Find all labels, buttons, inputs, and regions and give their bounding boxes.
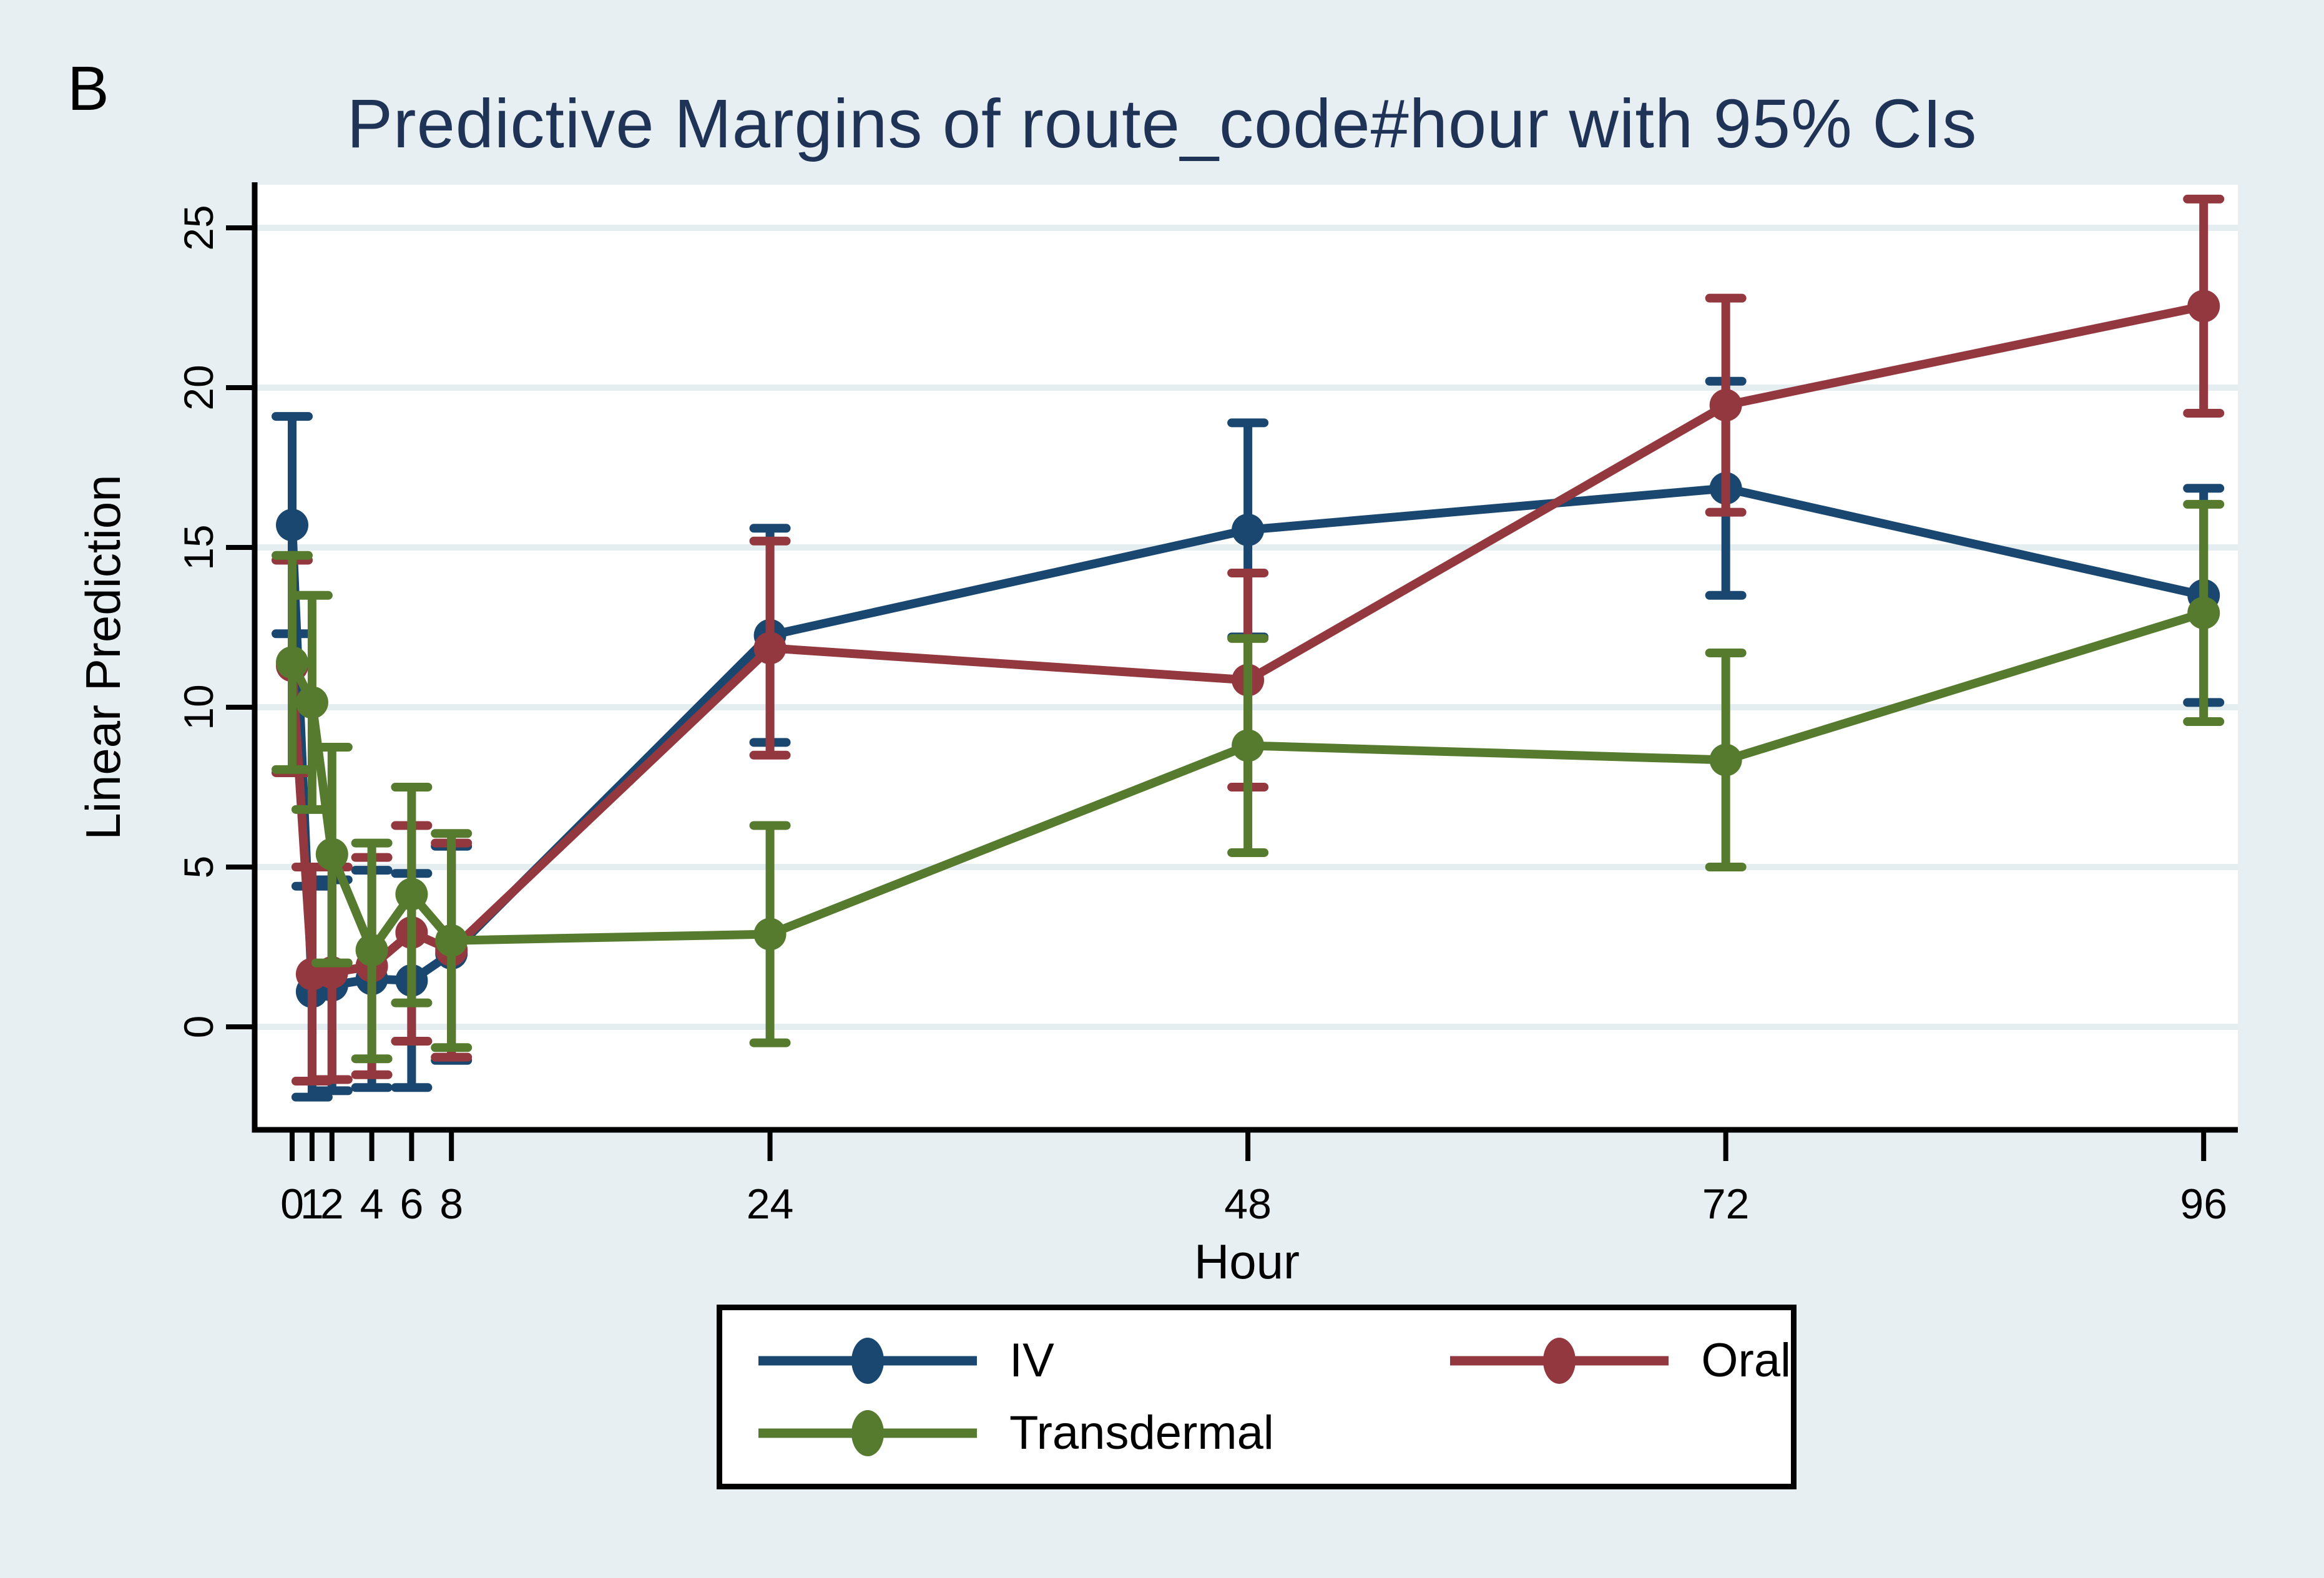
series-transdermal-data-point: [1232, 729, 1265, 762]
panel-label: B: [67, 54, 109, 124]
legend-key-transdermal-icon: [758, 1410, 977, 1456]
series-transdermal-data-point: [295, 686, 328, 719]
series-transdermal-data-point: [753, 918, 787, 951]
legend-row: IV Oral: [752, 1333, 1791, 1389]
legend-row: Transdermal: [752, 1405, 1791, 1461]
y-tick-label: 5: [175, 856, 222, 879]
legend-entry-iv: IV: [752, 1333, 1444, 1389]
series-iv-data-point: [276, 509, 308, 542]
chart-title: Predictive Margins of route_code#hour wi…: [346, 86, 1978, 162]
series-transdermal-data-point: [276, 646, 308, 679]
series-oral-data-point: [2187, 290, 2220, 323]
legend: IV Oral Transdermal: [717, 1305, 1797, 1489]
x-tick-label: 8: [439, 1180, 463, 1228]
x-tick-label: 1: [300, 1180, 324, 1228]
y-tick-label: 25: [175, 205, 222, 250]
series-transdermal-data-point: [315, 838, 348, 871]
series-transdermal-line: [288, 609, 2205, 955]
legend-key-oral-icon: [1450, 1338, 1669, 1384]
legend-key-iv-icon: [758, 1338, 977, 1384]
series-transdermal-data-point: [395, 878, 428, 911]
legend-entry-transdermal: Transdermal: [752, 1405, 1451, 1461]
x-axis-title: Hour: [1194, 1234, 1300, 1289]
series-oral-data-point: [753, 632, 787, 665]
x-tick-label: 0: [280, 1180, 304, 1228]
x-tick-label: 6: [400, 1180, 423, 1228]
x-tick-label: 96: [2180, 1180, 2227, 1228]
y-tick-label: 10: [175, 684, 222, 730]
y-tick-label: 0: [175, 1016, 222, 1039]
y-axis-title: Linear Prediction: [76, 474, 130, 840]
series-iv-data-point: [1232, 513, 1265, 546]
x-tick-label: 72: [1702, 1180, 1750, 1228]
y-tick-label: 15: [175, 524, 222, 570]
x-tick-label: 24: [747, 1180, 794, 1228]
legend-label-oral: Oral: [1701, 1334, 1791, 1387]
x-tick-label: 2: [320, 1180, 344, 1228]
series-oral-data-point: [1709, 389, 1742, 422]
series-transdermal-data-point: [435, 924, 468, 957]
legend-label-transdermal: Transdermal: [1009, 1406, 1274, 1459]
legend-label-iv: IV: [1009, 1334, 1054, 1387]
series-transdermal-data-point: [355, 934, 388, 967]
series-transdermal-data-point: [1709, 743, 1742, 777]
series-transdermal-data-point: [2187, 596, 2220, 629]
y-tick-label: 20: [175, 365, 222, 410]
x-tick-label: 48: [1224, 1180, 1272, 1228]
legend-entry-oral: Oral: [1444, 1333, 1791, 1389]
x-tick-label: 4: [360, 1180, 384, 1228]
